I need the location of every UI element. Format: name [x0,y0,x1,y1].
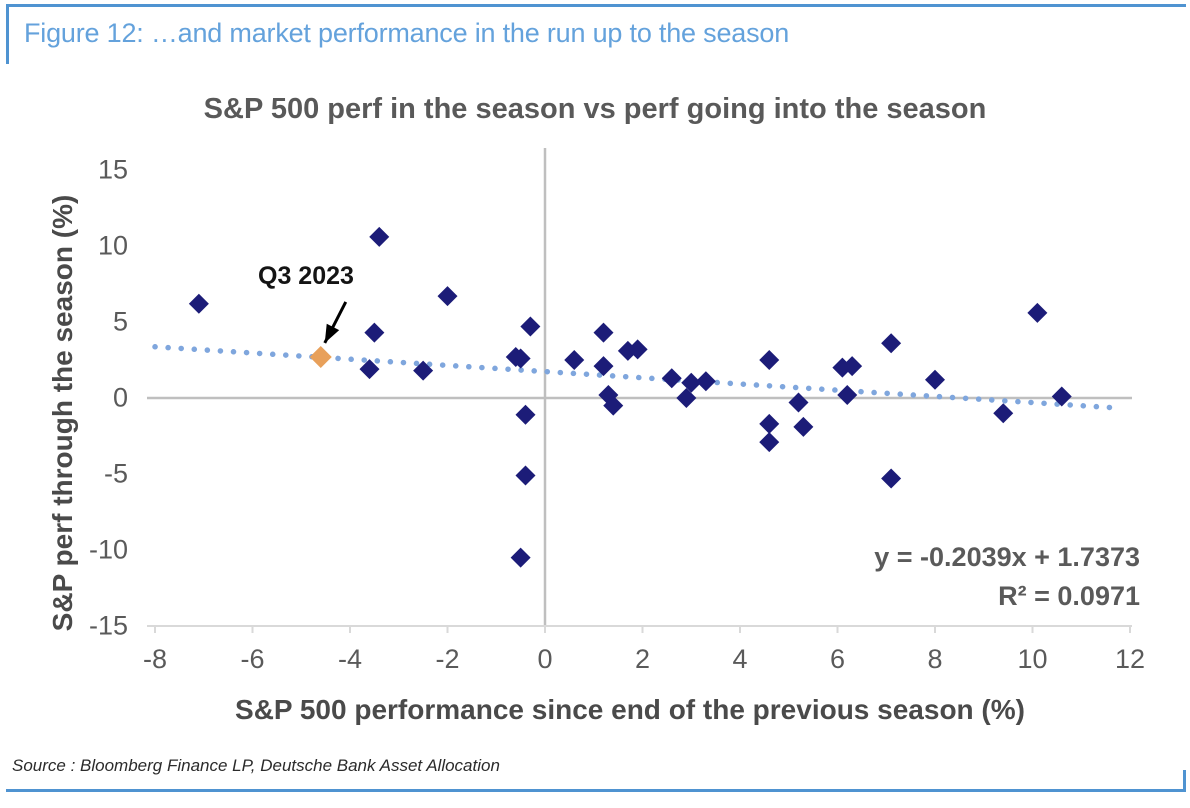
scatter-point [759,432,780,453]
source-note: Source : Bloomberg Finance LP, Deutsche … [12,756,500,775]
scatter-point [515,404,536,425]
scatter-point [515,465,536,486]
y-axis-tick-label: -10 [88,534,128,565]
scatter-point [676,388,697,408]
scatter-point [793,416,814,437]
scatter-point [413,360,434,381]
scatter-point [837,384,858,405]
scatter-point [364,322,385,343]
frame-right-border [1183,770,1186,792]
scatter-point [598,384,619,405]
scatter-point [681,372,702,393]
scatter-point [842,356,863,377]
scatter-point [593,322,614,343]
x-axis-tick-label: 2 [634,644,651,674]
scatter-point [593,356,614,377]
x-axis-title: S&P 500 performance since end of the pre… [235,694,1025,725]
scatter-point [510,348,531,369]
trendline [152,344,1119,411]
frame-left-border [6,4,9,64]
x-axis-tick-label: 12 [1114,644,1146,674]
scatter-point [505,346,526,367]
scatter-point [369,226,390,247]
scatter-point [881,333,902,354]
scatter-point [695,371,716,392]
scatter-point [188,293,209,314]
y-axis-tick-label: 5 [112,306,128,337]
x-axis-tick-label: 8 [927,644,943,674]
scatter-point [564,350,585,370]
trendline-equation-line: y = -0.2039x + 1.7373 [874,542,1140,572]
chart-title: S&P 500 perf in the season vs perf going… [203,93,987,125]
x-axis-tick-label: 0 [537,644,553,674]
annotation-arrow-shaft [323,301,348,344]
scatter-point [1051,386,1072,407]
scatter-point [788,392,809,413]
scatter-point [627,339,648,360]
scatter-point [759,413,780,434]
annotation-label-q3-2023: Q3 2023 [258,262,354,290]
scatter-point [661,368,682,389]
scatter-point [1027,302,1048,323]
y-axis-tick-label: -5 [103,458,128,489]
scatter-point [617,340,638,361]
trendline-equation: y = -0.2039x + 1.7373 R² = 0.0971 [760,538,1140,616]
highlight-scatter-point [309,345,332,368]
x-axis-tick-label: -8 [142,644,167,674]
scatter-point [925,369,945,390]
frame-bottom-border [6,789,1186,792]
scatter-point [437,286,458,307]
y-axis-tick-label: -15 [88,610,128,641]
y-axis-tick-label: 0 [112,382,128,413]
scatter-point [359,359,380,380]
scatter-point [881,468,902,489]
x-axis-tick-label: -4 [337,644,362,674]
x-axis-tick-label: 4 [732,644,748,674]
figure-caption: Figure 12: …and market performance in th… [24,18,790,48]
scatter-point [603,395,624,416]
scatter-point [520,316,541,337]
frame-top-border [6,4,1186,7]
annotation-arrow-head [324,323,340,343]
y-axis-tick-label: 10 [97,230,128,261]
scatter-point [510,547,531,568]
scatter-point [759,350,780,370]
x-axis-tick-label: 6 [829,644,846,674]
y-axis-tick-label: 15 [97,154,128,185]
scatter-point [832,357,853,378]
x-axis-tick-label: 10 [1017,644,1048,674]
scatter-point [993,403,1014,424]
y-axis-title: S&P perf through the season (%) [47,194,78,632]
x-axis-tick-label: -2 [435,644,460,674]
trendline-r2-line: R² = 0.0971 [998,581,1140,612]
x-axis-tick-label: -6 [240,644,265,674]
